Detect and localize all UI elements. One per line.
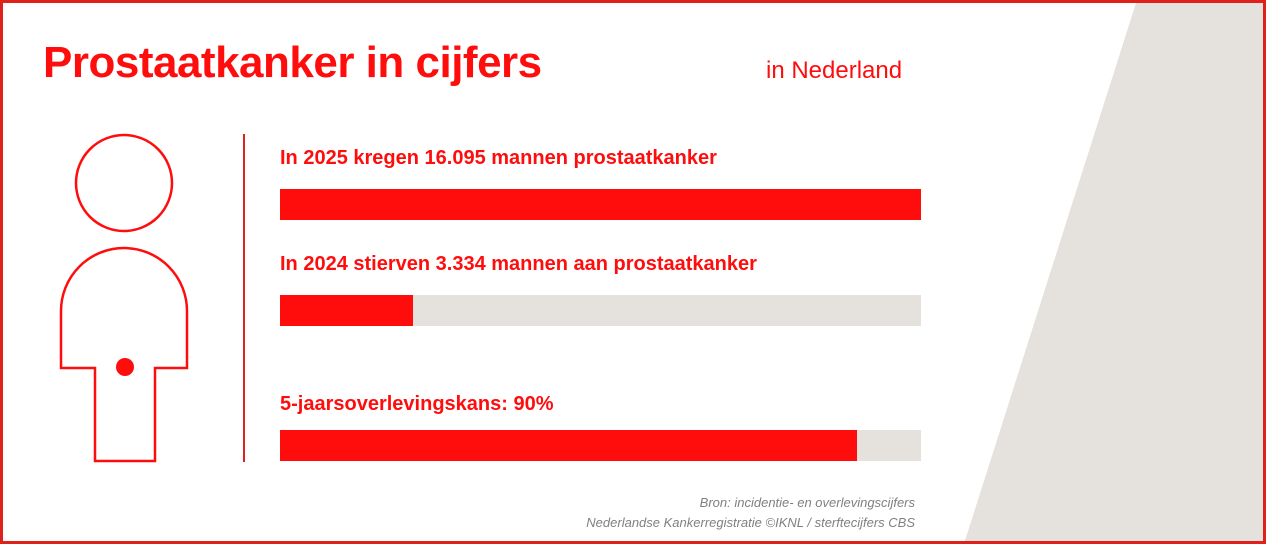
beige-wedge-shape: [964, 3, 1263, 541]
stat-label-incidence: In 2025 kregen 16.095 mannen prostaatkan…: [280, 147, 717, 169]
vertical-divider: [243, 134, 245, 462]
bar-track-mortality: [280, 295, 921, 326]
page-subtitle: in Nederland: [766, 57, 903, 84]
bar-track-incidence: [280, 189, 921, 220]
man-head-icon: [74, 133, 174, 233]
stat-label-survival: 5-jaarsoverlevingskans: 90%: [280, 393, 554, 415]
stat-label-mortality: In 2024 stierven 3.334 mannen aan prosta…: [280, 253, 757, 275]
man-figure-icon: [59, 133, 189, 463]
bar-fill-mortality: [280, 295, 413, 326]
page-title: Prostaatkanker in cijfers: [43, 38, 542, 87]
man-body-icon: [59, 246, 189, 463]
source-note: Bron: incidentie- en overlevingscijfers …: [586, 493, 915, 533]
source-line-2: Nederlandse Kankerregistratie ©IKNL / st…: [586, 515, 915, 530]
prostate-marker-icon: [116, 358, 134, 376]
beige-wedge-decoration: [964, 3, 1263, 541]
bar-fill-incidence: [280, 189, 921, 220]
source-line-1: Bron: incidentie- en overlevingscijfers: [699, 495, 915, 510]
bar-fill-survival: [280, 430, 857, 461]
bar-track-survival: [280, 430, 921, 461]
